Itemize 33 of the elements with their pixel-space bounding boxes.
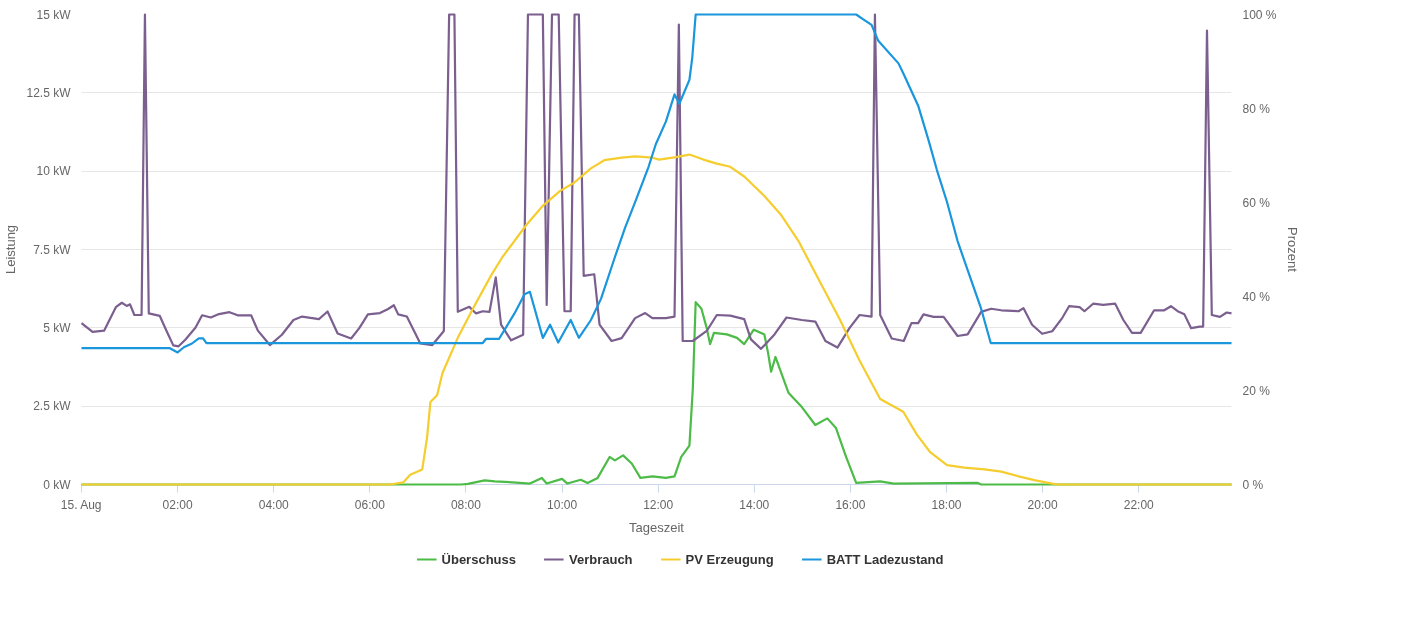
x-tick-label: 20:00: [1027, 497, 1058, 512]
legend-label: Überschuss: [441, 551, 516, 567]
y2-tick-label: 40 %: [1242, 289, 1271, 304]
x-tick-label: 04:00: [258, 497, 290, 512]
y-tick-label: 10 kW: [36, 164, 72, 179]
x-tick-label: 22:00: [1123, 497, 1155, 512]
y2-tick-label: 60 %: [1242, 195, 1271, 210]
y-tick-label: 7.5 kW: [33, 242, 72, 257]
x-tick-label: 10:00: [547, 497, 578, 512]
y-tick-label: 5 kW: [43, 320, 72, 335]
x-tick-label: 08:00: [450, 497, 482, 512]
y-tick-label: 15 kW: [36, 7, 72, 22]
y2-tick-label: 0 %: [1242, 477, 1264, 492]
x-tick-label: 18:00: [931, 497, 962, 512]
legend-label: Verbrauch: [568, 551, 633, 567]
x-tick-label: 06:00: [354, 497, 386, 512]
y-tick-label: 2.5 kW: [33, 399, 72, 414]
y2-tick-label: 80 %: [1242, 101, 1271, 116]
y2-tick-label: 100 %: [1242, 7, 1277, 22]
x-tick-label: 15. Aug: [60, 497, 102, 512]
legend-label: PV Erzeugung: [685, 551, 774, 567]
x-tick-label: 02:00: [162, 497, 193, 512]
line-series: [80, 153, 1233, 486]
x-axis-title: Tageszeit: [629, 519, 685, 535]
y-tick-label: 0 kW: [43, 477, 72, 492]
x-tick-label: 16:00: [835, 497, 866, 512]
x-tick-label: 12:00: [643, 497, 674, 512]
y2-axis-title: Prozent: [1284, 227, 1300, 273]
y-tick-label: 12.5 kW: [26, 85, 72, 100]
y2-tick-label: 20 %: [1242, 383, 1271, 398]
legend-label: BATT Ladezustand: [826, 551, 944, 567]
x-tick-label: 14:00: [739, 497, 770, 512]
y-axis-title: Leistung: [3, 224, 19, 275]
